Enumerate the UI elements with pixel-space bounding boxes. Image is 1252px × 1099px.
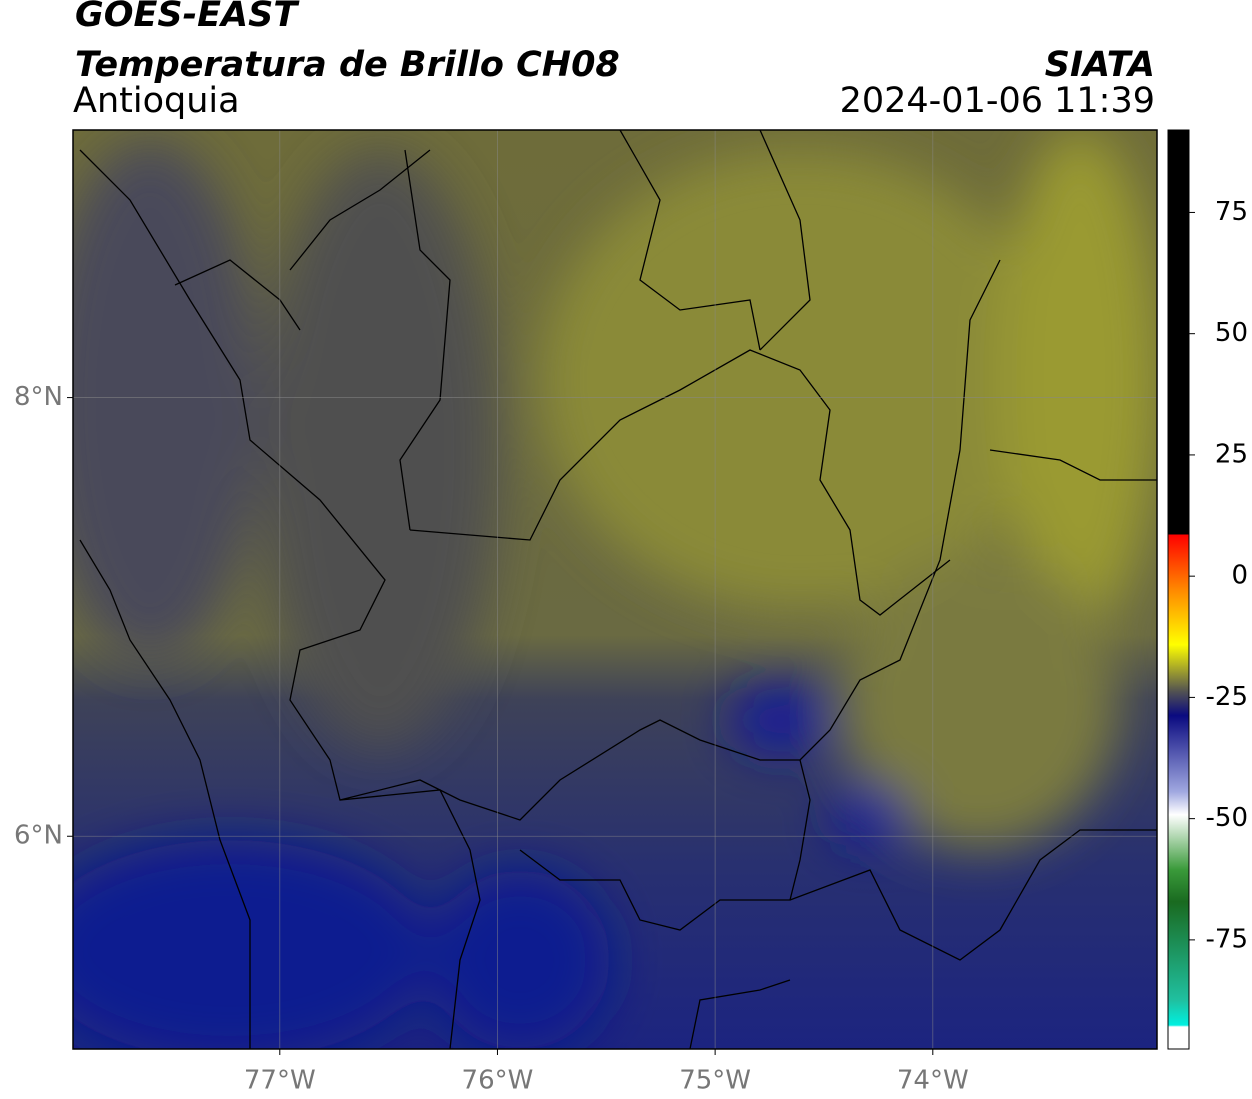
x-tick-label: 75°W <box>679 1066 751 1096</box>
colorbar-tick-label: 25 <box>1215 439 1248 469</box>
colorbar-tick-label: 50 <box>1215 318 1248 348</box>
datetime: 2024-01-06 11:39 <box>840 81 1155 121</box>
x-tick-label: 74°W <box>897 1066 969 1096</box>
region: Antioquia <box>73 81 240 121</box>
grid <box>73 130 1157 1049</box>
product: Temperatura de Brillo CH08 <box>75 45 620 85</box>
x-tick-label: 76°W <box>462 1066 534 1096</box>
colorbar-tick-label: -25 <box>1206 682 1248 712</box>
y-tick-label: 6°N <box>14 821 63 851</box>
map-frame <box>72 129 1158 1050</box>
source: SIATA <box>1045 45 1155 85</box>
map-field <box>73 130 1157 1049</box>
satellite: GOES-EAST <box>75 0 300 35</box>
y-tick-label: 8°N <box>14 382 63 412</box>
colorbar-tick-label: 0 <box>1231 561 1248 591</box>
x-tick-label: 77°W <box>244 1066 316 1096</box>
colorbar <box>1167 129 1190 1050</box>
colorbar-tick-label: 75 <box>1215 197 1248 227</box>
colorbar-tick-label: -75 <box>1206 924 1248 954</box>
colorbar-tick-label: -50 <box>1206 803 1248 833</box>
